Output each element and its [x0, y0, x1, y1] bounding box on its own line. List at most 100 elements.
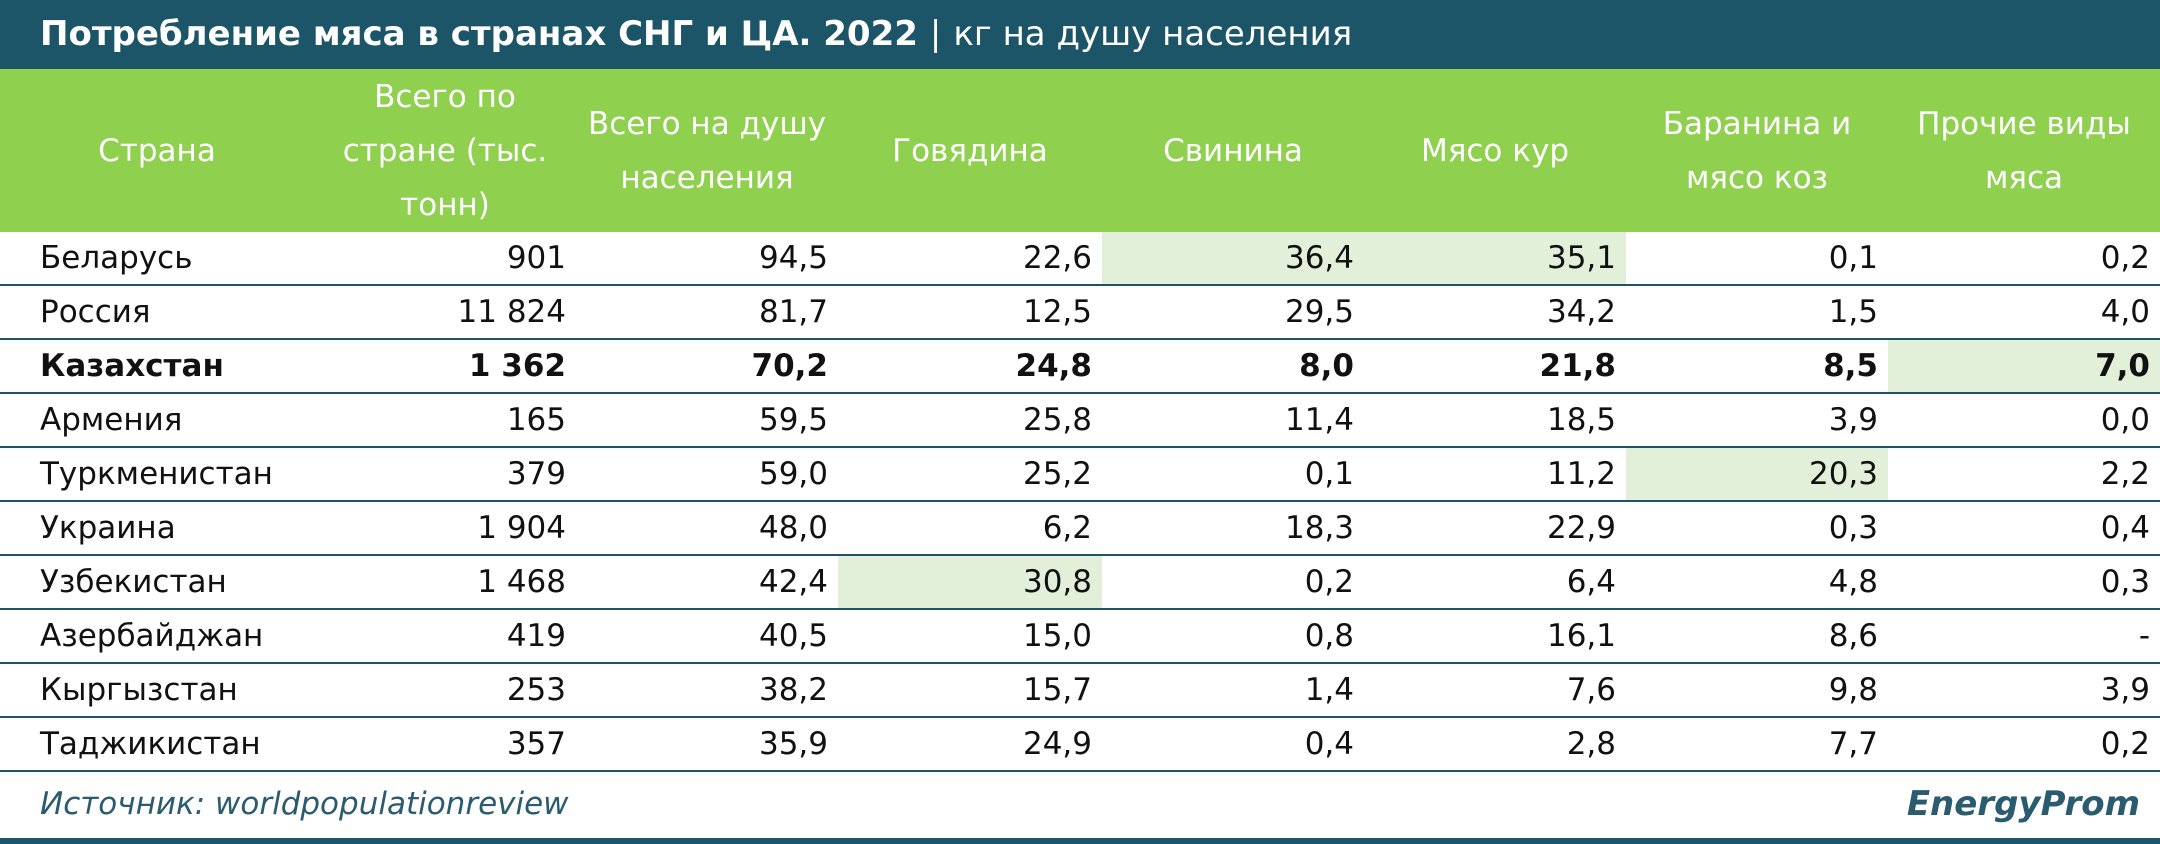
- subtitle: кг на душу населения: [953, 14, 1353, 54]
- table-row: Таджикистан 357 35,9 24,9 0,4 2,8 7,7 0,2: [0, 717, 2160, 772]
- value-cell: 11,4: [1102, 393, 1364, 448]
- value-cell: 18,5: [1364, 393, 1626, 448]
- value-cell: 165: [314, 393, 576, 448]
- country-cell: Казахстан: [0, 339, 314, 394]
- value-cell: 16,1: [1364, 609, 1626, 664]
- value-cell: 7,0: [1888, 339, 2160, 394]
- column-header: Страна: [0, 69, 314, 232]
- value-cell: 1,5: [1626, 285, 1888, 340]
- footer: Источник: worldpopulationreview EnergyPr…: [0, 772, 2160, 840]
- country-cell: Азербайджан: [0, 609, 314, 664]
- value-cell: 0,8: [1102, 609, 1364, 664]
- table-row: Россия 11 824 81,7 12,5 29,5 34,2 1,5 4,0: [0, 285, 2160, 340]
- value-cell: 379: [314, 447, 576, 502]
- value-cell: 94,5: [576, 232, 838, 286]
- country-cell: Узбекистан: [0, 555, 314, 610]
- value-cell: 0,2: [1102, 555, 1364, 610]
- value-cell: 8,6: [1626, 609, 1888, 664]
- table-row: Азербайджан 419 40,5 15,0 0,8 16,1 8,6-: [0, 609, 2160, 664]
- value-cell: 4,0: [1888, 285, 2160, 340]
- value-cell: 24,8: [838, 339, 1102, 394]
- value-cell: 6,4: [1364, 555, 1626, 610]
- logo: EnergyProm: [1906, 784, 2140, 824]
- column-header: Говядина: [838, 69, 1102, 232]
- country-cell: Россия: [0, 285, 314, 340]
- value-cell: 25,8: [838, 393, 1102, 448]
- value-cell: 22,9: [1364, 501, 1626, 556]
- value-cell: 15,0: [838, 609, 1102, 664]
- value-cell: 81,7: [576, 285, 838, 340]
- country-cell: Беларусь: [0, 232, 314, 286]
- country-cell: Армения: [0, 393, 314, 448]
- value-cell: 1 362: [314, 339, 576, 394]
- value-cell: 24,9: [838, 717, 1102, 772]
- value-cell: 11 824: [314, 285, 576, 340]
- value-cell: 7,6: [1364, 663, 1626, 718]
- column-header: Всего на душу населения: [576, 69, 838, 232]
- title: Потребление мяса в странах СНГ и ЦА. 202…: [40, 14, 918, 54]
- table-row: Кыргызстан 253 38,2 15,7 1,4 7,6 9,8 3,9: [0, 663, 2160, 718]
- title-bar: Потребление мяса в странах СНГ и ЦА. 202…: [0, 0, 2160, 69]
- value-cell: 419: [314, 609, 576, 664]
- value-cell: 357: [314, 717, 576, 772]
- value-cell: 253: [314, 663, 576, 718]
- table-row: Беларусь 901 94,5 22,6 36,4 35,1 0,1 0,2: [0, 232, 2160, 286]
- value-cell: 22,6: [838, 232, 1102, 286]
- table-row: Армения 165 59,5 25,8 11,4 18,5 3,9 0,0: [0, 393, 2160, 448]
- country-cell: Украина: [0, 501, 314, 556]
- value-cell: 59,5: [576, 393, 838, 448]
- value-cell: 6,2: [838, 501, 1102, 556]
- header-row: Страна Всего по стране (тыс. тонн) Всего н…: [0, 69, 2160, 232]
- value-cell: 11,2: [1364, 447, 1626, 502]
- country-cell: Туркменистан: [0, 447, 314, 502]
- value-cell: 42,4: [576, 555, 838, 610]
- country-cell: Кыргызстан: [0, 663, 314, 718]
- value-cell: 29,5: [1102, 285, 1364, 340]
- value-cell: 36,4: [1102, 232, 1364, 286]
- value-cell: 1 904: [314, 501, 576, 556]
- value-cell: 2,8: [1364, 717, 1626, 772]
- source: Источник: worldpopulationreview: [40, 786, 569, 822]
- value-cell: 0,1: [1626, 232, 1888, 286]
- value-cell: 12,5: [838, 285, 1102, 340]
- value-cell: 0,0: [1888, 393, 2160, 448]
- value-cell: 30,8: [838, 555, 1102, 610]
- value-cell: 40,5: [576, 609, 838, 664]
- value-cell: 0,4: [1888, 501, 2160, 556]
- column-header: Баранина и мясо коз: [1626, 69, 1888, 232]
- value-cell: 35,9: [576, 717, 838, 772]
- value-cell: -: [1888, 609, 2160, 664]
- column-header: Прочие виды мяса: [1888, 69, 2160, 232]
- value-cell: 1 468: [314, 555, 576, 610]
- value-cell: 18,3: [1102, 501, 1364, 556]
- country-cell: Таджикистан: [0, 717, 314, 772]
- value-cell: 21,8: [1364, 339, 1626, 394]
- column-header: Мясо кур: [1364, 69, 1626, 232]
- value-cell: 15,7: [838, 663, 1102, 718]
- table-row: Туркменистан 379 59,0 25,2 0,1 11,2 20,3 2,2: [0, 447, 2160, 502]
- value-cell: 0,4: [1102, 717, 1364, 772]
- data-table: Страна Всего по стране (тыс. тонн) Всего н…: [0, 69, 2160, 772]
- value-cell: 20,3: [1626, 447, 1888, 502]
- value-cell: 4,8: [1626, 555, 1888, 610]
- value-cell: 25,2: [838, 447, 1102, 502]
- column-header: Всего по стране (тыс. тонн): [314, 69, 576, 232]
- value-cell: 34,2: [1364, 285, 1626, 340]
- value-cell: 0,2: [1888, 717, 2160, 772]
- value-cell: 3,9: [1626, 393, 1888, 448]
- value-cell: 38,2: [576, 663, 838, 718]
- value-cell: 2,2: [1888, 447, 2160, 502]
- value-cell: 0,3: [1888, 555, 2160, 610]
- value-cell: 8,5: [1626, 339, 1888, 394]
- value-cell: 1,4: [1102, 663, 1364, 718]
- value-cell: 0,2: [1888, 232, 2160, 286]
- value-cell: 7,7: [1626, 717, 1888, 772]
- value-cell: 901: [314, 232, 576, 286]
- value-cell: 48,0: [576, 501, 838, 556]
- value-cell: 0,3: [1626, 501, 1888, 556]
- value-cell: 3,9: [1888, 663, 2160, 718]
- table-row: Украина 1 904 48,0 6,2 18,3 22,9 0,3 0,4: [0, 501, 2160, 556]
- separator: |: [929, 14, 942, 54]
- value-cell: 0,1: [1102, 447, 1364, 502]
